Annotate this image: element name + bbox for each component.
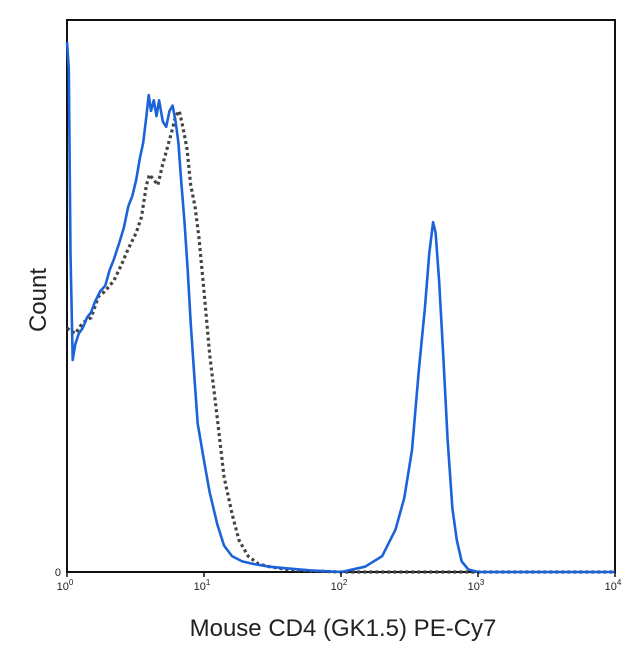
- x-tick-label: 101: [194, 578, 211, 593]
- x-tick-label: 102: [331, 578, 348, 593]
- x-axis-ticks: 100 101 102 103 104: [57, 572, 622, 593]
- x-tick-label: 100: [57, 578, 74, 593]
- plot-area: [65, 19, 616, 574]
- y-axis-ticks: 0: [55, 567, 61, 579]
- y-tick-label: 0: [55, 567, 61, 579]
- x-tick-label: 103: [468, 578, 485, 593]
- stained-histogram-line: [65, 41, 615, 574]
- x-tick-label: 104: [605, 578, 622, 593]
- control-histogram-line: [66, 109, 615, 574]
- y-axis-title: Count: [25, 268, 52, 332]
- series-layer: [65, 41, 615, 574]
- x-axis-title: Mouse CD4 (GK1.5) PE-Cy7: [190, 615, 497, 642]
